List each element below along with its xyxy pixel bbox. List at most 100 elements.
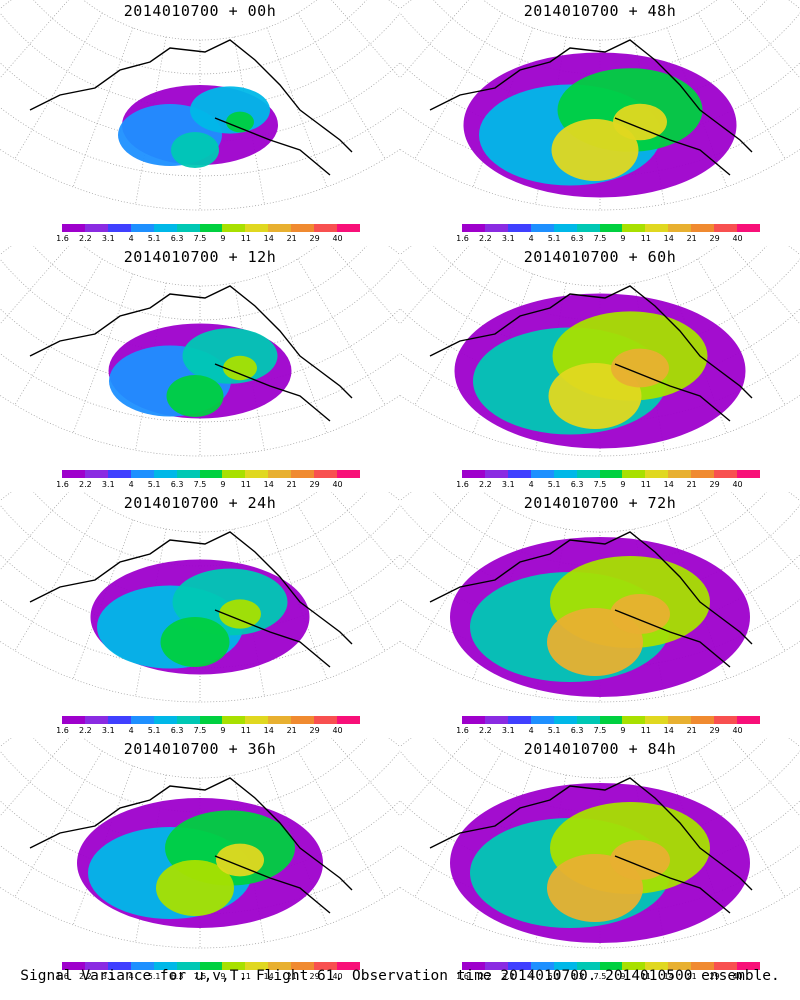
colorbar-tick-label: 29 (309, 972, 320, 981)
colorbar-tick-label: 14 (663, 726, 674, 735)
colorbar-swatch (462, 716, 485, 724)
panel-title: 2014010700 + 24h (123, 494, 277, 512)
colorbar-swatch (576, 962, 600, 970)
colorbar (62, 470, 360, 478)
coastline (429, 285, 753, 422)
colorbar-swatch (62, 224, 85, 232)
colorbar-swatch (153, 962, 177, 970)
colorbar-swatch (84, 470, 108, 478)
grid-meridian (0, 492, 32, 512)
colorbar-tick-label: 9 (620, 234, 626, 243)
colorbar-swatch (176, 470, 200, 478)
colorbar-tick-label: 29 (309, 480, 320, 489)
colorbar (462, 224, 760, 232)
colorbar-tick-label: 11 (240, 972, 251, 981)
colorbar-tick-label: 1.6 (56, 234, 69, 243)
grid-meridian (400, 0, 469, 79)
colorbar-tick-label: 14 (663, 480, 674, 489)
colorbar-tick-label: 21 (686, 726, 697, 735)
grid-meridian (731, 0, 800, 79)
colorbar-tick-label: 7.5 (593, 726, 607, 735)
panel-title: 2014010700 + 12h (123, 248, 277, 266)
colorbar-tick-label: 6.3 (170, 972, 184, 981)
colorbar-tick-label: 2.2 (479, 234, 492, 243)
polar-map (400, 738, 800, 949)
colorbar-swatch (714, 962, 738, 970)
grid-meridian (768, 0, 800, 20)
variance-contour (610, 594, 670, 634)
colorbar-tick-label: 9 (220, 234, 226, 243)
colorbar-labels: 1.6 2.2 3.1 4 5.1 6.3 7.5 9 11 14 21 29 40 (455, 726, 765, 736)
colorbar-tick-label: 14 (263, 726, 274, 735)
colorbar-swatch (130, 470, 154, 478)
colorbar-tick-label: 6.3 (570, 480, 584, 489)
grid-meridian (331, 0, 400, 79)
colorbar-tick-label: 29 (309, 234, 320, 243)
grid-meridian (0, 0, 69, 79)
colorbar-swatch (84, 224, 108, 232)
colorbar-swatch (107, 224, 131, 232)
variance-field (463, 52, 737, 198)
colorbar-swatch (337, 470, 360, 478)
coastline (429, 531, 753, 668)
colorbar-tick-label: 40 (732, 234, 743, 243)
colorbar-tick-label: 1.6 (56, 480, 69, 489)
colorbar-tick-label: 4 (528, 234, 534, 243)
grid-meridian (697, 504, 786, 651)
panel-title: 2014010700 + 60h (523, 248, 677, 266)
colorbar-tick-label: 9 (220, 726, 226, 735)
colorbar-tick-label: 29 (309, 726, 320, 735)
variance-contour (166, 375, 224, 417)
grid-latitude (82, 0, 318, 41)
grid-meridian (400, 492, 469, 571)
grid-meridian (297, 750, 386, 897)
colorbar-tick-label: 40 (332, 234, 343, 243)
colorbar-tick-label: 9 (620, 480, 626, 489)
colorbar-tick-label: 3.1 (501, 480, 515, 489)
colorbar-tick-label: 1.6 (456, 480, 469, 489)
colorbar-swatch (107, 962, 131, 970)
colorbar-tick-label: 4 (128, 972, 134, 981)
polar-map (0, 246, 400, 457)
colorbar-swatch (599, 962, 623, 970)
colorbar-tick-label: 2.2 (79, 480, 92, 489)
grid-meridian (400, 492, 432, 512)
colorbar-swatch (153, 470, 177, 478)
grid-meridian (788, 246, 800, 256)
polar-map (400, 246, 800, 457)
grid-latitude (482, 246, 718, 287)
variance-contour (610, 840, 670, 880)
grid-meridian (14, 258, 103, 405)
colorbar-tick-label: 6.3 (170, 480, 184, 489)
colorbar-tick-label: 3.1 (101, 480, 115, 489)
grid-meridian (14, 504, 103, 651)
map-panel: 2014010700 + 36h 1.6 2.2 3.1 4 5.1 6.3 7.5 9 11 14… (0, 738, 400, 984)
colorbar-swatch (268, 716, 292, 724)
colorbar-tick-label: 21 (686, 480, 697, 489)
colorbar-tick-label: 29 (709, 234, 720, 243)
colorbar-swatch (576, 470, 600, 478)
colorbar-swatch (245, 962, 269, 970)
colorbar (62, 962, 360, 970)
colorbar-swatch (622, 716, 646, 724)
colorbar-labels: 1.6 2.2 3.1 4 5.1 6.3 7.5 9 11 14 21 29 40 (455, 480, 765, 490)
grid-meridian (414, 12, 503, 159)
colorbar-swatch (622, 470, 646, 478)
grid-latitude (33, 738, 367, 813)
grid-meridian (400, 246, 469, 325)
variance-field (450, 783, 750, 943)
colorbar-swatch (199, 962, 223, 970)
colorbar-swatch (599, 470, 623, 478)
grid-latitude (482, 492, 718, 533)
colorbar-tick-label: 2.2 (79, 726, 92, 735)
grid-meridian (0, 0, 12, 10)
colorbar-swatch (599, 716, 623, 724)
grid-latitude (82, 738, 318, 779)
coastline (29, 531, 353, 668)
grid-meridian (368, 246, 400, 266)
grid-meridian (72, 273, 134, 434)
variance-contour (223, 355, 257, 381)
colorbar-tick-label: 21 (286, 972, 297, 981)
coastline (29, 777, 353, 914)
colorbar-tick-label: 5.1 (547, 234, 561, 243)
